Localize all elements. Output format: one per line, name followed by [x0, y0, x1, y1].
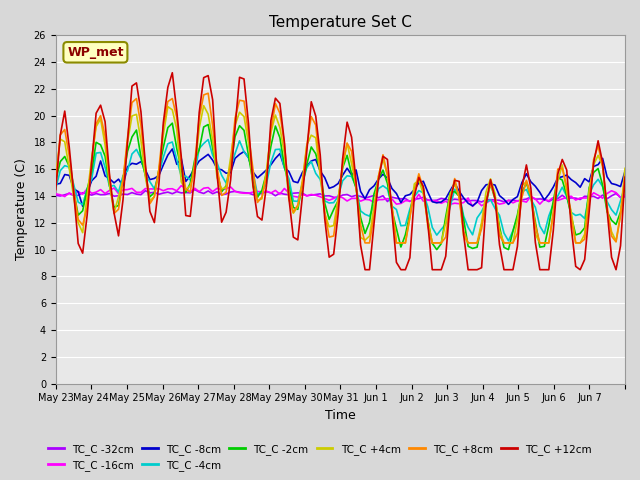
Text: WP_met: WP_met [67, 46, 124, 59]
X-axis label: Time: Time [325, 409, 356, 422]
Y-axis label: Temperature (C): Temperature (C) [15, 158, 28, 260]
Title: Temperature Set C: Temperature Set C [269, 15, 412, 30]
Legend: TC_C -32cm, TC_C -16cm, TC_C -8cm, TC_C -4cm, TC_C -2cm, TC_C +4cm, TC_C +8cm, T: TC_C -32cm, TC_C -16cm, TC_C -8cm, TC_C … [44, 439, 596, 475]
